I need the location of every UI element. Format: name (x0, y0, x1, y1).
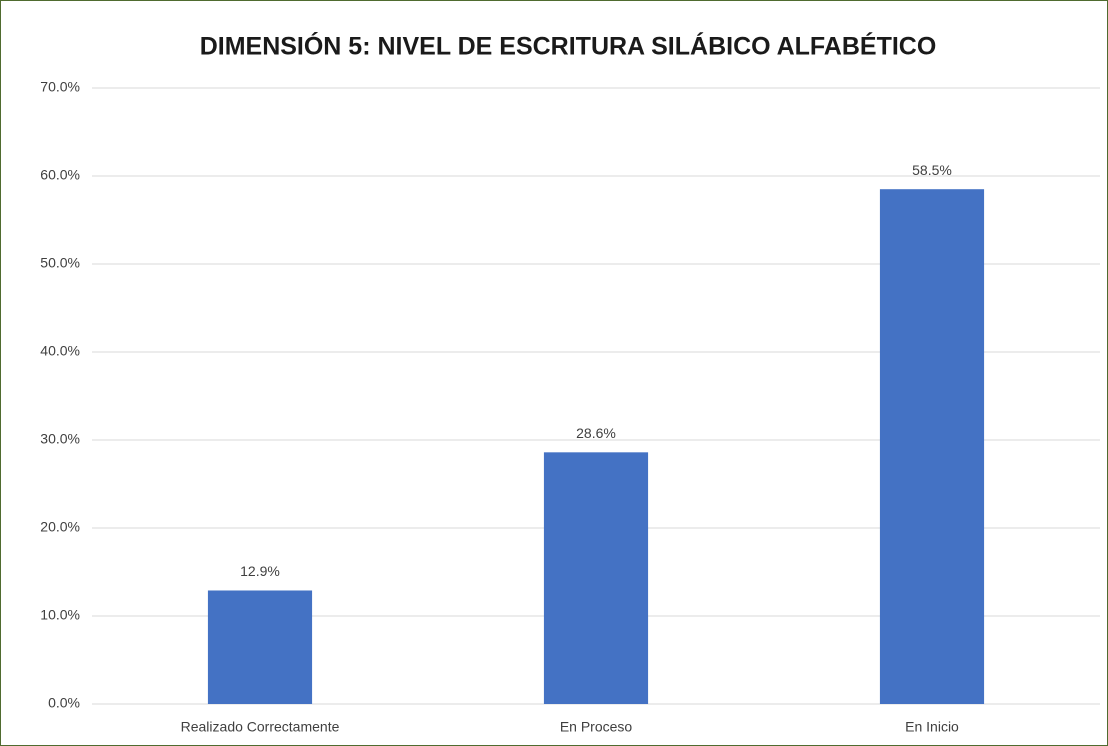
x-tick-label: En Proceso (560, 719, 633, 735)
y-tick-label: 20.0% (40, 519, 80, 535)
chart-title: DIMENSIÓN 5: NIVEL DE ESCRITURA SILÁBICO… (200, 31, 937, 61)
bar (207, 590, 313, 704)
data-label: 28.6% (576, 425, 616, 441)
y-tick-label: 30.0% (40, 431, 80, 447)
x-tick-label: Realizado Correctamente (181, 719, 340, 735)
y-tick-label: 50.0% (40, 255, 80, 271)
data-label: 12.9% (240, 563, 280, 579)
bar (879, 189, 985, 704)
y-tick-label: 10.0% (40, 607, 80, 623)
x-tick-label: En Inicio (905, 719, 959, 735)
y-tick-label: 60.0% (40, 167, 80, 183)
y-tick-label: 70.0% (40, 79, 80, 95)
data-label: 58.5% (912, 162, 952, 178)
bar (543, 452, 649, 704)
y-tick-label: 40.0% (40, 343, 80, 359)
y-tick-label: 0.0% (48, 695, 80, 711)
